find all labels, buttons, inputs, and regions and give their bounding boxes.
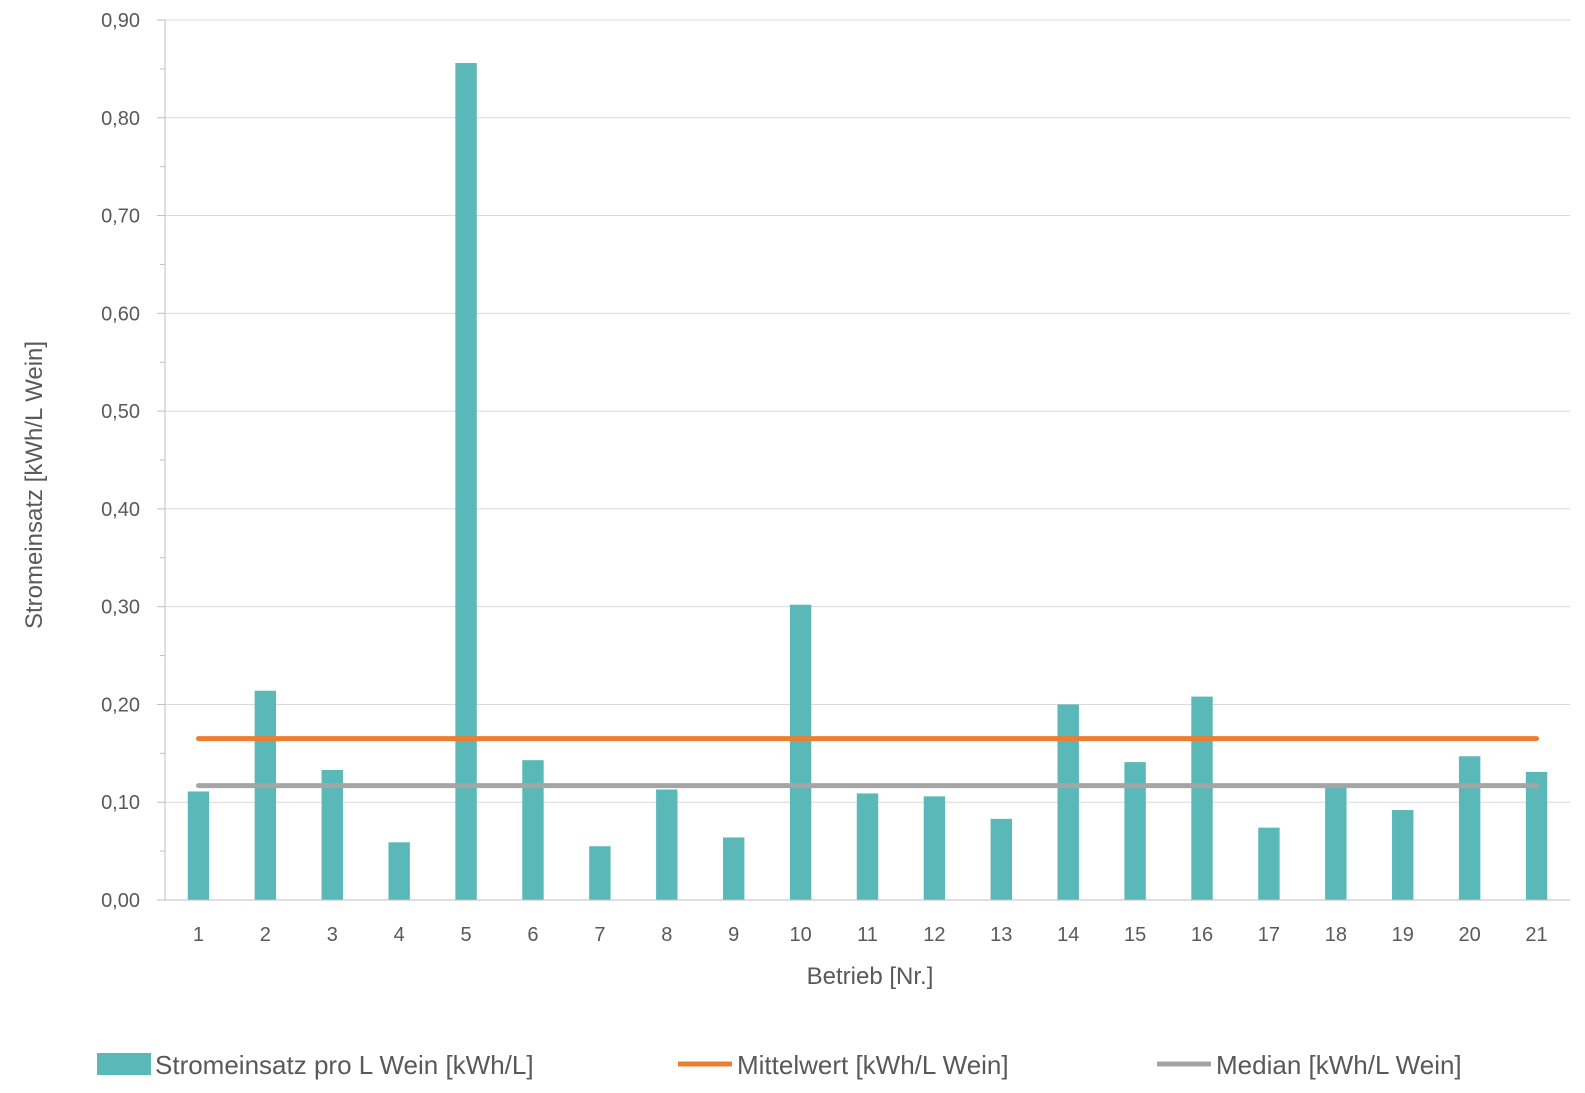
bar-9 bbox=[722, 837, 745, 900]
x-axis-title: Betrieb [Nr.] bbox=[807, 963, 934, 990]
x-tick-label: 6 bbox=[527, 924, 538, 946]
y-axis: 0,00 0,10 0,20 0,30 0,40 0,50 0,60 0,70 0,80 0,90 bbox=[101, 10, 166, 912]
x-tick-label: 15 bbox=[1124, 924, 1146, 946]
y-tick-label: 0,70 bbox=[101, 206, 140, 228]
bar-10 bbox=[789, 604, 812, 900]
x-tick-label: 2 bbox=[260, 924, 271, 946]
bar-14 bbox=[1057, 704, 1079, 900]
bar-1 bbox=[187, 791, 210, 900]
legend-label-bars: Stromeinsatz pro L Wein [kWh/L] bbox=[155, 1050, 534, 1080]
x-tick-label: 9 bbox=[728, 924, 739, 946]
x-tick-label: 18 bbox=[1325, 924, 1347, 946]
x-tick-label: 10 bbox=[789, 924, 811, 946]
bar-16 bbox=[1191, 696, 1213, 900]
y-tick-label: 0,00 bbox=[101, 890, 140, 912]
bar-11 bbox=[856, 793, 879, 900]
legend: Stromeinsatz pro L Wein [kWh/L] Mittelwe… bbox=[97, 1050, 1462, 1080]
legend-label-mean: Mittelwert [kWh/L Wein] bbox=[737, 1050, 1009, 1080]
y-tick-label: 0,80 bbox=[101, 108, 140, 130]
bar-21 bbox=[1525, 771, 1548, 900]
x-tick-label: 17 bbox=[1258, 924, 1280, 946]
y-tick-label: 0,60 bbox=[101, 303, 140, 325]
bar-15 bbox=[1124, 762, 1146, 900]
x-tick-label: 8 bbox=[661, 924, 672, 946]
grid-lines bbox=[165, 19, 1570, 803]
x-axis: 1 2 3 4 5 6 7 8 9 10 11 12 13 14 15 16 17 18 19 20 21 bbox=[165, 899, 1570, 946]
x-tick-label: 20 bbox=[1459, 924, 1481, 946]
x-tick-label: 19 bbox=[1392, 924, 1414, 946]
y-tick-label: 0,90 bbox=[101, 10, 140, 32]
y-tick-label: 0,50 bbox=[101, 401, 140, 423]
y-axis-title: Stromeinsatz [kWh/L Wein] bbox=[21, 341, 48, 629]
x-tick-label: 13 bbox=[990, 924, 1012, 946]
bar-2 bbox=[254, 690, 277, 900]
bar-17 bbox=[1258, 827, 1280, 900]
bar-18 bbox=[1325, 785, 1347, 900]
x-tick-label: 5 bbox=[461, 924, 472, 946]
bar-5 bbox=[455, 63, 477, 901]
y-tick-label: 0,10 bbox=[101, 792, 140, 814]
legend-swatch-bars bbox=[97, 1053, 151, 1075]
bar-7 bbox=[589, 846, 611, 900]
bar-19 bbox=[1392, 810, 1414, 900]
x-tick-label: 3 bbox=[327, 924, 338, 946]
legend-label-median: Median [kWh/L Wein] bbox=[1216, 1050, 1462, 1080]
bar-12 bbox=[923, 796, 946, 900]
y-tick-label: 0,20 bbox=[101, 694, 140, 716]
bar-8 bbox=[656, 789, 678, 900]
y-tick-label: 0,30 bbox=[101, 597, 140, 619]
bar-3 bbox=[321, 769, 343, 900]
x-tick-label: 21 bbox=[1525, 924, 1547, 946]
bar-series bbox=[187, 63, 1548, 901]
x-tick-label: 16 bbox=[1191, 924, 1213, 946]
x-tick-label: 1 bbox=[193, 924, 204, 946]
bar-13 bbox=[990, 818, 1013, 900]
y-tick-label: 0,40 bbox=[101, 499, 140, 521]
x-tick-label: 11 bbox=[857, 924, 878, 946]
x-tick-label: 4 bbox=[394, 924, 405, 946]
bar-6 bbox=[522, 760, 544, 900]
x-tick-label: 7 bbox=[594, 924, 605, 946]
x-tick-label: 12 bbox=[923, 924, 945, 946]
bar-4 bbox=[388, 842, 410, 900]
reference-lines bbox=[195, 736, 1540, 789]
bar-20 bbox=[1458, 756, 1481, 900]
x-tick-label: 14 bbox=[1057, 924, 1079, 946]
